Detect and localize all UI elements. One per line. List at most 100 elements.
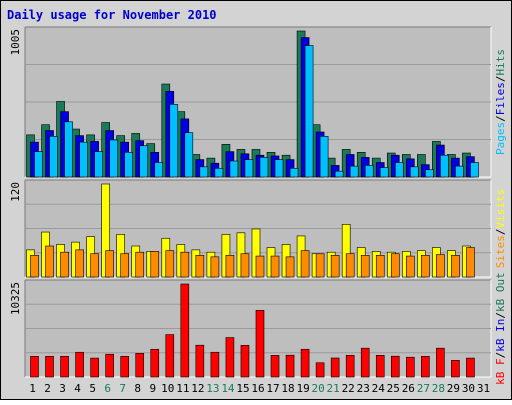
x-label-day-14: 14 bbox=[221, 382, 235, 395]
legend-visits-sites: Sites/Visits bbox=[494, 189, 507, 269]
bar-sites-day-24 bbox=[375, 255, 385, 278]
bar-kb_in-day-26 bbox=[406, 356, 415, 378]
bar-sites-day-14 bbox=[225, 255, 235, 278]
bar-pages-day-9 bbox=[154, 162, 164, 178]
bar-kb_in-day-18 bbox=[285, 354, 295, 378]
legend-entry-kb_in: kB F bbox=[494, 358, 507, 385]
x-label-day-4: 4 bbox=[74, 382, 81, 395]
bar-sites-day-28 bbox=[436, 254, 445, 278]
bar-pages-day-21 bbox=[334, 170, 344, 178]
x-label-day-3: 3 bbox=[59, 382, 66, 395]
bar-pages-day-28 bbox=[440, 154, 449, 178]
x-label-day-7: 7 bbox=[119, 382, 126, 395]
x-label-day-15: 15 bbox=[236, 382, 249, 395]
bar-kb_in-day-8 bbox=[135, 353, 145, 378]
bar-sites-day-7 bbox=[120, 253, 129, 278]
y-max-label: 1005 bbox=[9, 29, 22, 56]
x-label-day-22: 22 bbox=[342, 382, 355, 395]
legend-entry-files: kB In bbox=[494, 319, 507, 352]
bar-pages-day-15 bbox=[244, 159, 254, 178]
bar-kb_in-day-6 bbox=[105, 353, 114, 378]
bar-kb_in-day-16 bbox=[255, 310, 265, 378]
bar-sites-day-11 bbox=[180, 251, 190, 278]
x-label-day-5: 5 bbox=[89, 382, 96, 395]
x-label-day-1: 1 bbox=[29, 382, 36, 395]
bar-kb_in-day-1 bbox=[30, 355, 39, 378]
bar-sites-day-26 bbox=[406, 255, 415, 278]
bar-sites-day-17 bbox=[270, 255, 280, 278]
bar-kb_in-day-4 bbox=[75, 351, 84, 378]
bar-pages-day-3 bbox=[64, 121, 73, 178]
legend-entry-hits: kB Out bbox=[494, 272, 507, 312]
legend-entry-hits: Hits bbox=[494, 49, 507, 76]
bar-kb_in-day-12 bbox=[195, 344, 205, 378]
bar-sites-day-3 bbox=[60, 251, 69, 278]
legend-entry-pages: Pages bbox=[494, 122, 507, 155]
x-label-day-19: 19 bbox=[296, 382, 309, 395]
bar-kb_in-day-15 bbox=[240, 344, 250, 378]
bar-sites-day-5 bbox=[90, 253, 99, 278]
legend-separator: / bbox=[494, 115, 507, 122]
bar-kb_in-day-25 bbox=[390, 355, 400, 378]
bar-sites-day-22 bbox=[345, 253, 355, 278]
bar-sites-day-6 bbox=[105, 250, 114, 278]
bar-kb_in-day-22 bbox=[345, 354, 355, 378]
bar-pages-day-1 bbox=[34, 151, 43, 178]
legend-kbytes: kB F/kB In/kB Out bbox=[494, 272, 507, 385]
legend-separator: / bbox=[494, 229, 507, 236]
bar-kb_in-day-7 bbox=[120, 355, 129, 378]
x-label-day-24: 24 bbox=[372, 382, 386, 395]
bar-kb_in-day-19 bbox=[300, 348, 310, 378]
bar-kb_in-day-10 bbox=[165, 334, 175, 378]
legend-separator: / bbox=[494, 352, 507, 359]
bar-sites-day-27 bbox=[421, 255, 430, 278]
bar-pages-day-6 bbox=[109, 139, 118, 178]
legend-entry-files: Files bbox=[494, 82, 507, 115]
bar-kb_in-day-27 bbox=[421, 355, 430, 378]
bar-pages-day-2 bbox=[49, 136, 58, 178]
bar-sites-day-16 bbox=[255, 255, 265, 278]
x-label-day-25: 25 bbox=[387, 382, 400, 395]
bar-kb_in-day-13 bbox=[210, 351, 220, 378]
bar-sites-day-18 bbox=[285, 256, 295, 278]
x-label-day-8: 8 bbox=[134, 382, 141, 395]
bar-sites-day-15 bbox=[240, 253, 250, 278]
bar-sites-day-21 bbox=[330, 255, 340, 278]
y-max-label: 10325 bbox=[9, 282, 22, 315]
bar-pages-day-12 bbox=[199, 166, 209, 178]
bar-pages-day-17 bbox=[274, 159, 284, 178]
bar-sites-day-12 bbox=[195, 255, 205, 278]
chart-title: Daily usage for November 2010 bbox=[7, 8, 217, 22]
bar-sites-day-2 bbox=[45, 245, 54, 278]
bar-kb_in-day-24 bbox=[375, 354, 385, 378]
x-label-day-21: 21 bbox=[327, 382, 340, 395]
bar-pages-day-7 bbox=[124, 152, 133, 178]
bar-kb_in-day-3 bbox=[60, 355, 69, 378]
bar-sites-day-1 bbox=[30, 255, 39, 278]
x-label-day-23: 23 bbox=[357, 382, 370, 395]
bar-sites-day-20 bbox=[315, 253, 325, 278]
bar-pages-day-25 bbox=[394, 162, 404, 178]
bar-kb_in-day-5 bbox=[90, 357, 99, 378]
x-label-day-20: 20 bbox=[312, 382, 325, 395]
bar-pages-day-24 bbox=[379, 167, 389, 178]
x-label-day-11: 11 bbox=[176, 382, 189, 395]
bar-kb_in-day-9 bbox=[150, 348, 160, 378]
bar-sites-day-25 bbox=[390, 253, 400, 278]
bar-pages-day-10 bbox=[169, 104, 179, 178]
x-label-day-29: 29 bbox=[447, 382, 460, 395]
bar-kb_in-day-20 bbox=[315, 362, 325, 378]
legend-hits-files-pages: Pages/Files/Hits bbox=[494, 49, 507, 155]
bar-pages-day-19 bbox=[304, 45, 314, 178]
legend-separator: / bbox=[494, 312, 507, 319]
x-label-day-12: 12 bbox=[191, 382, 204, 395]
x-label-day-13: 13 bbox=[206, 382, 219, 395]
x-label-day-6: 6 bbox=[104, 382, 111, 395]
x-label-day-27: 27 bbox=[417, 382, 430, 395]
bar-pages-day-18 bbox=[289, 167, 299, 178]
bar-pages-day-16 bbox=[259, 157, 269, 178]
bar-pages-day-27 bbox=[425, 169, 434, 178]
bar-kb_in-day-21 bbox=[330, 357, 340, 378]
